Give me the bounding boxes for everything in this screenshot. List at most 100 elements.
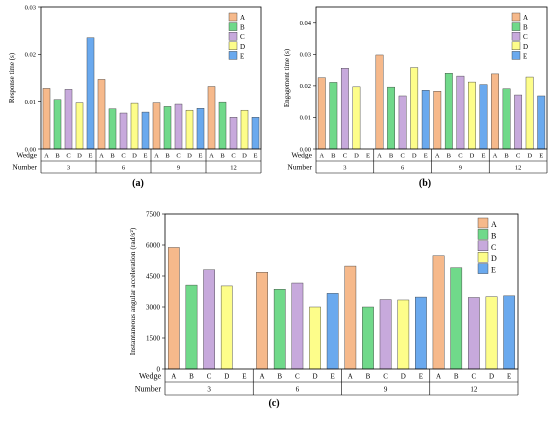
bar-E-wedge-9 (415, 296, 427, 370)
series-tick-label: A (435, 153, 440, 160)
y-axis-label: Instantaneous angular acceleration (rad/… (128, 227, 137, 355)
group-label-top: Wedge (291, 151, 312, 160)
bar-D-wedge-9 (397, 299, 410, 370)
bar-A-wedge-3 (317, 77, 326, 150)
bar-D-wedge-12 (485, 296, 498, 370)
series-tick-label: D (354, 153, 359, 160)
legend-swatch-E (477, 263, 489, 274)
series-tick-label: C (383, 372, 388, 380)
bar-A-wedge-12 (432, 255, 445, 370)
y-axis-label: Response time (s) (8, 52, 16, 103)
category-tick-label: 6 (296, 385, 300, 393)
series-tick-label: D (242, 153, 247, 160)
category-tick-label: 6 (401, 165, 405, 172)
bar-D-wedge-3 (352, 86, 361, 150)
category-tick-label: 3 (207, 385, 211, 393)
legend-swatch-B (228, 22, 238, 31)
bar-B-wedge-9 (362, 306, 374, 370)
bar-C-wedge-9 (174, 103, 183, 150)
series-tick-label: B (277, 372, 282, 380)
legend-swatch-C (511, 32, 521, 41)
series-tick-label: E (419, 372, 423, 380)
bar-A-wedge-9 (344, 265, 357, 370)
bar-E-wedge-3 (86, 37, 95, 150)
series-tick-label: C (295, 372, 300, 380)
bar-B-wedge-3 (329, 82, 338, 150)
series-tick-label: E (424, 153, 428, 160)
series-tick-label: D (470, 153, 475, 160)
series-tick-label: E (144, 153, 148, 160)
chart-panel-2: 0.00 0.01 0.02 0.03 0.04 Engagement time (s) A… (283, 6, 548, 189)
legend-label-C: C (491, 243, 496, 252)
legend-label-E: E (240, 52, 244, 60)
y-tick-label: 0.03 (25, 4, 36, 11)
series-tick-label: B (454, 372, 459, 380)
series-tick-label: E (331, 372, 335, 380)
series-tick-label: C (176, 153, 180, 160)
series-tick-label: C (516, 153, 520, 160)
bar-B-wedge-3 (53, 99, 62, 150)
y-tick-label: 0.01 (25, 99, 36, 106)
series-tick-label: E (199, 153, 203, 160)
series-tick-label: E (481, 153, 485, 160)
bar-B-wedge-6 (108, 108, 117, 150)
category-tick-label: 12 (515, 165, 522, 172)
bar-A-wedge-9 (433, 91, 442, 150)
series-tick-label: E (539, 153, 543, 160)
bar-D-wedge-6 (309, 306, 321, 370)
bar-E-wedge-6 (421, 90, 430, 150)
series-tick-label: C (231, 153, 235, 160)
bar-A-wedge-3 (167, 247, 180, 370)
bar-B-wedge-3 (185, 284, 198, 370)
legend-swatch-D (228, 41, 238, 50)
y-tick-label: 0.00 (300, 146, 311, 153)
y-tick-label: 3000 (146, 303, 161, 311)
series-tick-label: C (66, 153, 70, 160)
group-label-top: Wedge (139, 371, 161, 380)
bar-A-wedge-6 (256, 272, 268, 370)
legend-swatch-C (477, 240, 489, 252)
y-tick-label: 4500 (146, 272, 161, 280)
series-tick-label: B (447, 153, 452, 160)
bar-A-wedge-6 (375, 54, 384, 150)
series-tick-label: C (343, 153, 347, 160)
bar-A-wedge-12 (491, 73, 499, 150)
series-tick-label: D (187, 153, 192, 160)
bar-D-wedge-12 (525, 76, 534, 150)
series-tick-label: D (527, 153, 532, 160)
series-tick-label: D (132, 153, 137, 160)
bar-E-wedge-12 (503, 295, 516, 370)
bar-C-wedge-6 (398, 95, 407, 150)
group-label-top: Wedge (16, 151, 37, 160)
series-tick-label: E (254, 153, 258, 160)
legend-swatch-D (477, 251, 489, 263)
series-tick-label: B (110, 153, 115, 160)
bar-A-wedge-9 (152, 102, 161, 150)
series-tick-label: B (55, 153, 60, 160)
series-tick-label: C (472, 372, 477, 380)
legend-label-B: B (491, 231, 496, 240)
category-tick-label: 12 (470, 385, 478, 393)
bar-C-wedge-12 (468, 297, 480, 370)
bar-A-wedge-6 (97, 79, 106, 150)
bar-B-wedge-12 (502, 88, 511, 150)
category-tick-label: 9 (177, 165, 180, 172)
y-tick-label: 0 (157, 365, 161, 373)
bar-B-wedge-9 (163, 106, 172, 150)
legend-label-A: A (523, 14, 528, 22)
series-tick-label: A (209, 153, 214, 160)
series-tick-label: B (220, 153, 225, 160)
legend-swatch-A (477, 217, 489, 229)
panel-label: (b) (419, 178, 431, 189)
legend-label-D: D (523, 43, 528, 51)
series-tick-label: B (331, 153, 336, 160)
legend-label-A: A (240, 14, 245, 22)
category-tick-label: 3 (343, 165, 346, 172)
legend-label-D: D (240, 43, 245, 51)
series-tick-label: C (121, 153, 125, 160)
legend-label-E: E (523, 52, 527, 60)
bar-C-wedge-12 (229, 117, 238, 150)
series-tick-label: B (366, 372, 371, 380)
chart-panel-3: 0 1500 3000 4500 6000 7500 Instantaneous angul… (128, 210, 519, 409)
bar-B-wedge-9 (444, 73, 453, 150)
